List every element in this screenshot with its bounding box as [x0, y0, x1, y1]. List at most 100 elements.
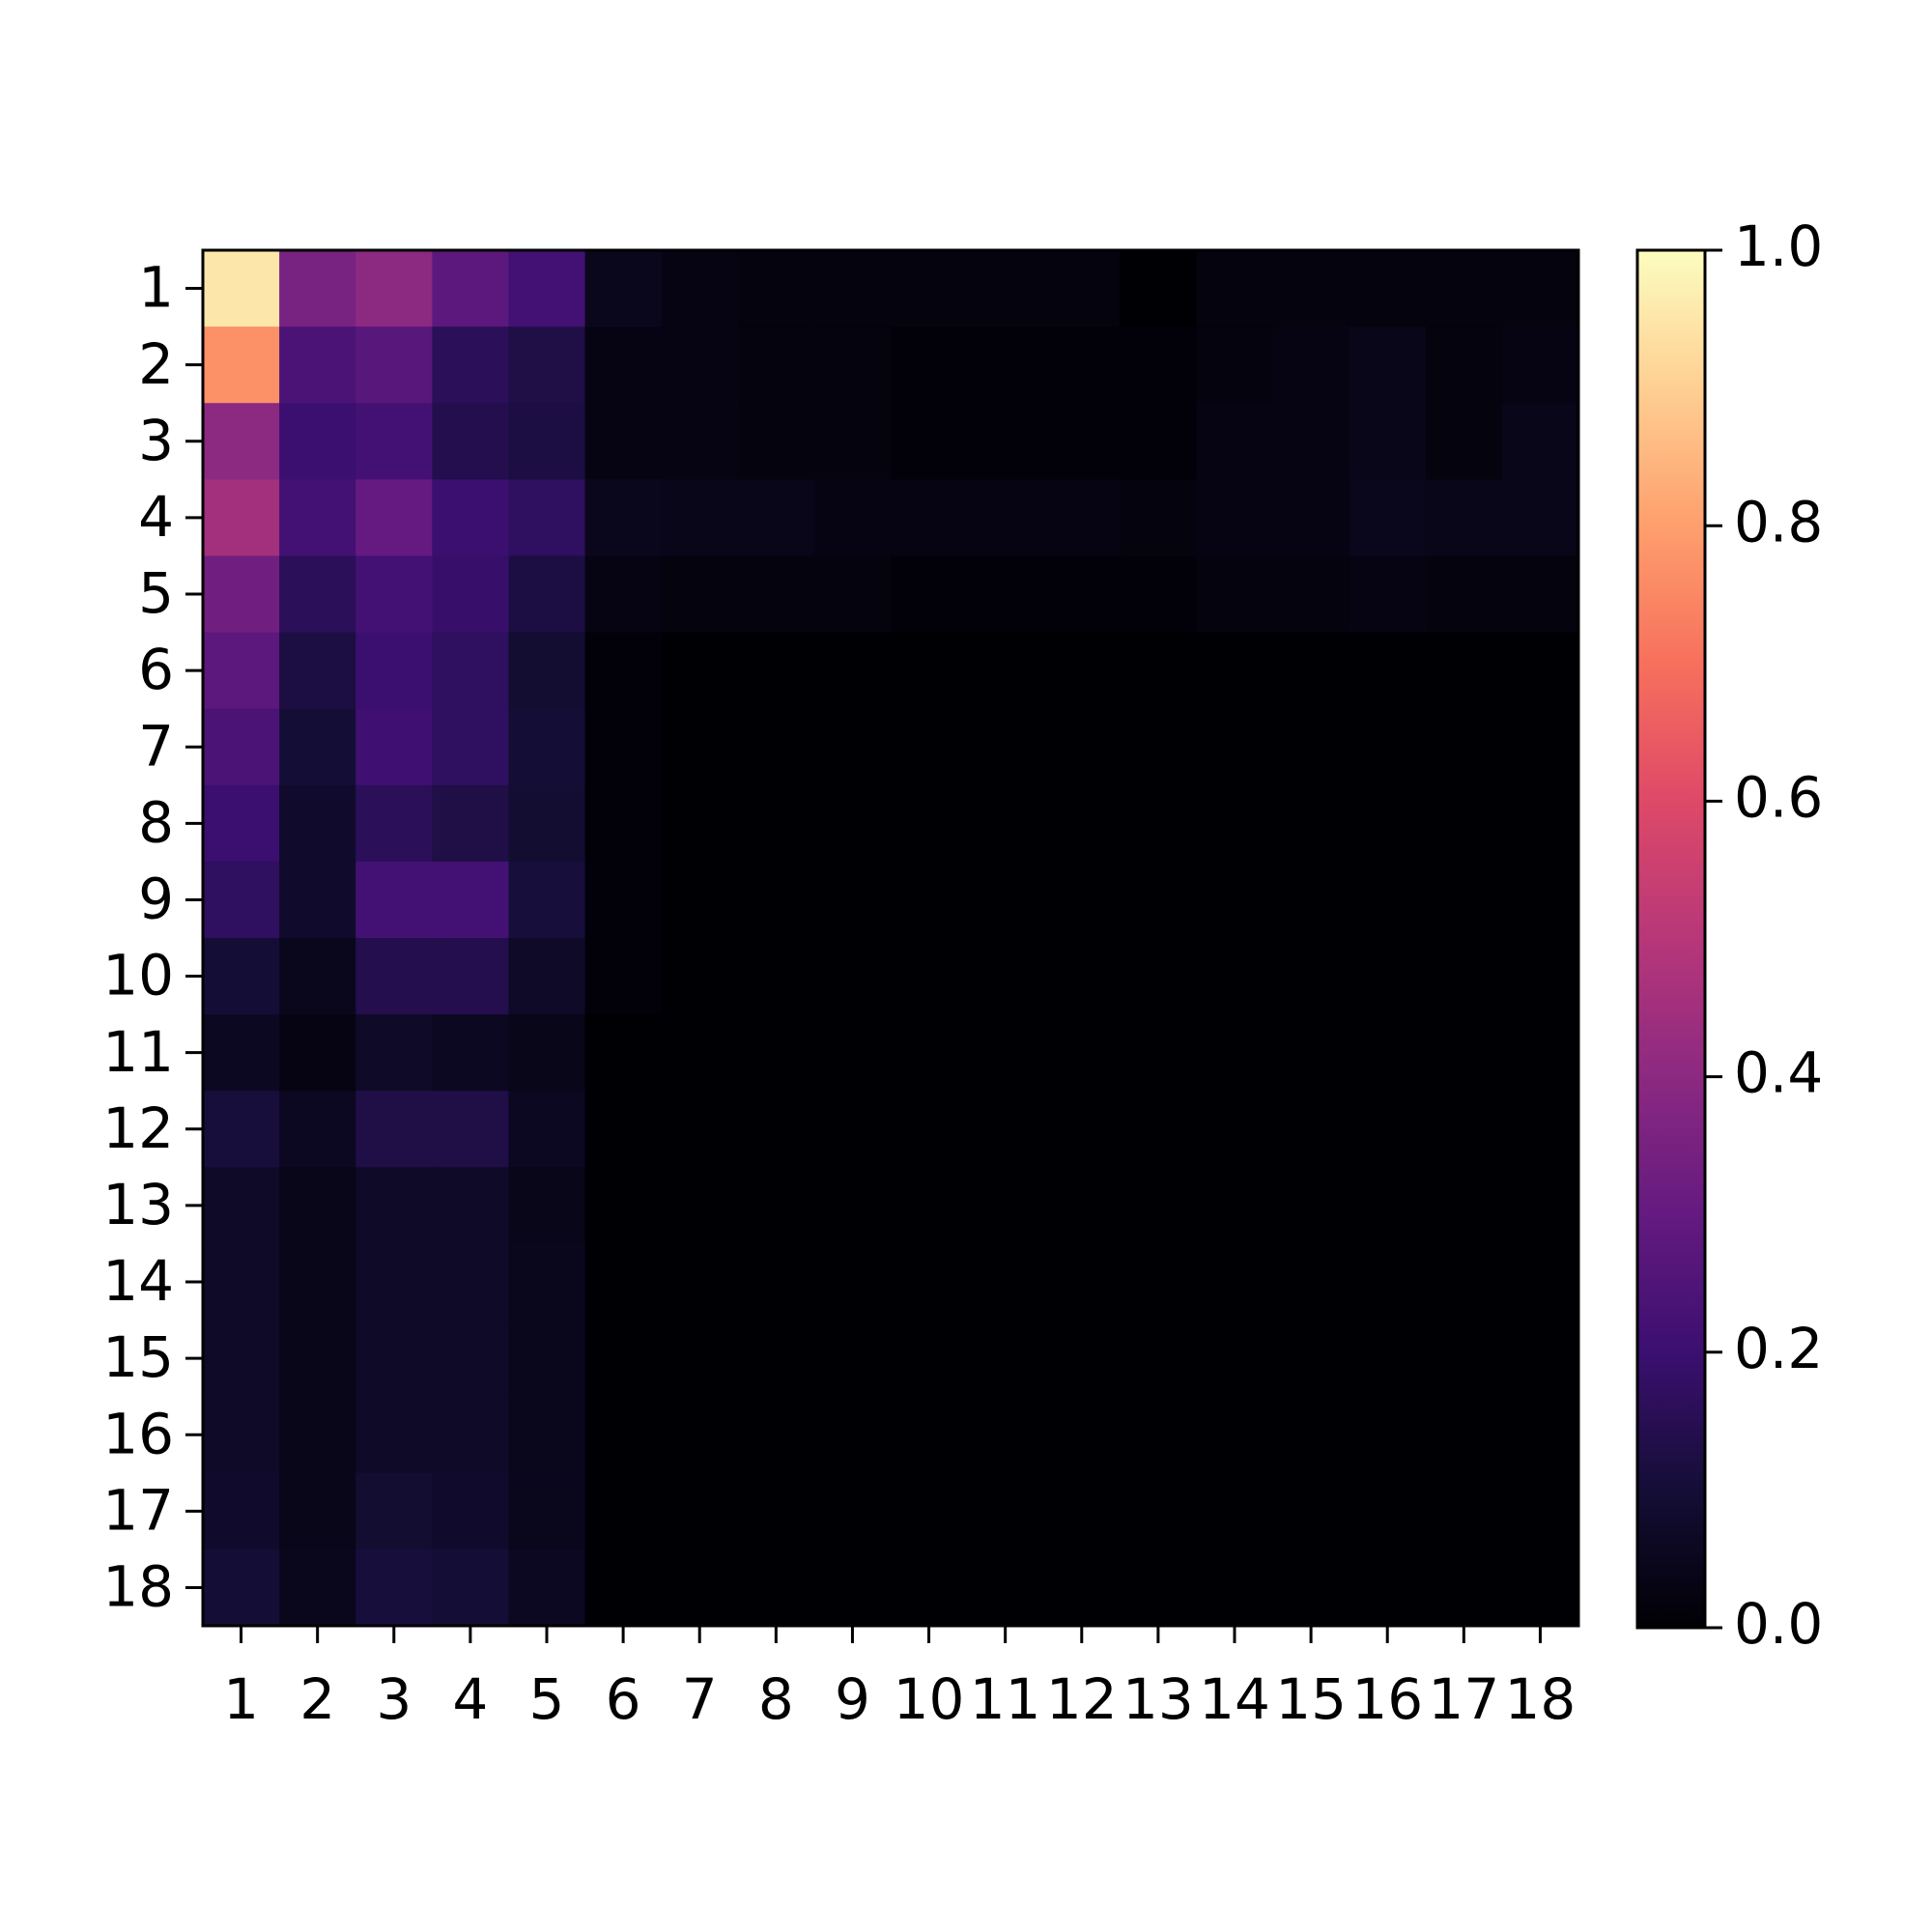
heatmap-cell [737, 784, 815, 863]
heatmap-cell [1501, 861, 1579, 939]
heatmap-cell [891, 1091, 968, 1168]
heatmap-cell [661, 327, 739, 404]
heatmap-cell [1272, 1243, 1350, 1321]
heatmap-cell [203, 938, 280, 1015]
heatmap-cell [1196, 1320, 1274, 1398]
y-tick-label: 6 [138, 637, 174, 702]
heatmap-cell [1349, 861, 1427, 939]
heatmap-cell [813, 1396, 892, 1474]
heatmap-cell [432, 784, 509, 863]
heatmap-cell [432, 1167, 509, 1244]
heatmap-cell [737, 1548, 815, 1627]
heatmap-cell [432, 479, 509, 556]
heatmap-cell [355, 1396, 433, 1474]
heatmap-cell [1043, 1091, 1121, 1168]
heatmap-cell [1501, 479, 1579, 556]
y-tick-label: 7 [138, 713, 174, 779]
heatmap-cell [891, 1014, 968, 1092]
heatmap-cell [1349, 632, 1427, 710]
heatmap-cell [891, 250, 968, 327]
heatmap-cell [432, 1472, 509, 1550]
heatmap-cell [1043, 1396, 1121, 1474]
heatmap-cell [355, 861, 433, 939]
heatmap-cell [737, 861, 815, 939]
heatmap-cell [813, 784, 892, 863]
heatmap-cell [891, 555, 968, 634]
heatmap-cell [279, 938, 356, 1015]
heatmap-cell [355, 632, 433, 710]
heatmap-cell [737, 403, 815, 480]
y-tick-label: 18 [102, 1554, 174, 1620]
heatmap-cell [1120, 555, 1197, 634]
heatmap-cell [967, 861, 1044, 939]
heatmap-cell [891, 861, 968, 939]
heatmap-cell [1425, 861, 1503, 939]
heatmap-cell [1196, 327, 1274, 404]
heatmap-cell [661, 1243, 739, 1321]
heatmap-cell [661, 632, 739, 710]
heatmap-cell [508, 1167, 586, 1244]
heatmap-cell [203, 1243, 280, 1321]
heatmap-cell [1272, 861, 1350, 939]
heatmap-cell [432, 555, 509, 634]
heatmap-cell [661, 861, 739, 939]
y-tick-label: 12 [102, 1095, 174, 1161]
heatmap-cell [1120, 632, 1197, 710]
heatmap-cell [584, 1014, 663, 1092]
colorbar-tick-label: 0.2 [1734, 1316, 1823, 1381]
heatmap-cell [508, 1243, 586, 1321]
heatmap-cell [891, 1167, 968, 1244]
heatmap-cell [203, 632, 280, 710]
heatmap-cell [1043, 479, 1121, 556]
y-tick-label: 14 [102, 1248, 174, 1314]
heatmap-cell [1349, 1396, 1427, 1474]
x-tick-label: 3 [376, 1666, 412, 1732]
heatmap-cell [661, 555, 739, 634]
heatmap-cell [584, 1243, 663, 1321]
heatmap-cell [203, 327, 280, 404]
heatmap-cell [508, 1091, 586, 1168]
heatmap-cell [1196, 1243, 1274, 1321]
heatmap-cell [661, 938, 739, 1015]
heatmap-cell [813, 1548, 892, 1627]
heatmap-cell [203, 708, 280, 786]
heatmap-cell [1349, 1320, 1427, 1398]
heatmap-cell [1196, 250, 1274, 327]
heatmap-cell [584, 632, 663, 710]
heatmap-cell [891, 1243, 968, 1321]
heatmap-cell [891, 1320, 968, 1398]
heatmap-cell [355, 938, 433, 1015]
heatmap-cell [279, 861, 356, 939]
heatmap-cell [279, 784, 356, 863]
heatmap-cell [508, 784, 586, 863]
heatmap-cell [1425, 708, 1503, 786]
heatmap-cell [1425, 1243, 1503, 1321]
heatmap-cell [967, 1472, 1044, 1550]
heatmap-cell [1425, 250, 1503, 327]
heatmap-cell [1043, 1320, 1121, 1398]
heatmap-cell [584, 327, 663, 404]
heatmap-cell [1425, 1091, 1503, 1168]
heatmap-cell [1043, 250, 1121, 327]
heatmap-cell [661, 1167, 739, 1244]
heatmap-cell [584, 1548, 663, 1627]
heatmap-cell [508, 403, 586, 480]
heatmap-cell [1501, 403, 1579, 480]
heatmap-cell [1120, 861, 1197, 939]
heatmap-cell [584, 784, 663, 863]
colorbar-tick-label: 0.0 [1734, 1591, 1823, 1657]
heatmap-cell [967, 327, 1044, 404]
heatmap-cell [432, 1548, 509, 1627]
heatmap-cell [508, 1014, 586, 1092]
heatmap-cell [1349, 555, 1427, 634]
heatmap-cell [737, 632, 815, 710]
heatmap-cell [355, 327, 433, 404]
heatmap-cell [1425, 1548, 1503, 1627]
x-tick-label: 2 [299, 1666, 335, 1732]
heatmap-cell [661, 1014, 739, 1092]
heatmap-cell [508, 861, 586, 939]
heatmap-cell [1196, 1548, 1274, 1627]
x-tick-label: 13 [1122, 1666, 1194, 1732]
heatmap-cell [508, 1320, 586, 1398]
heatmap-cell [355, 708, 433, 786]
